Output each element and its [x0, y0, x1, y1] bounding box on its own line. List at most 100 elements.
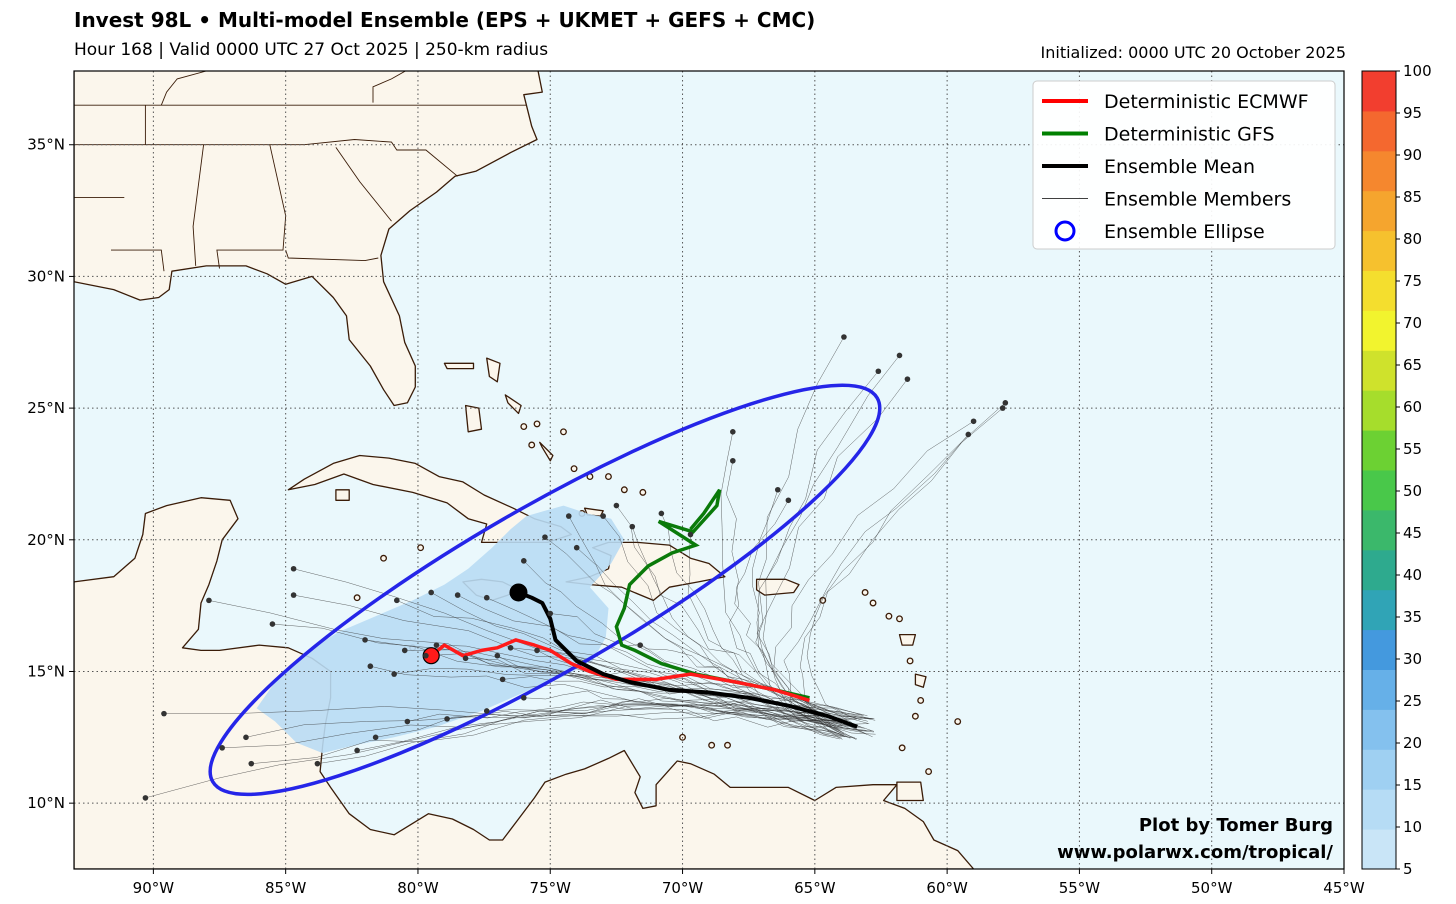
colorbar-tick-label: 15 [1403, 776, 1422, 794]
credit-line-1: Plot by Tomer Burg [1139, 815, 1333, 836]
lon-tick-label: 85°W [265, 879, 307, 897]
legend-ellipse-icon [1054, 220, 1076, 242]
colorbar-segment [1362, 509, 1396, 551]
member-endpoint-dot [507, 644, 514, 651]
small-island [520, 423, 528, 430]
probability-shading [256, 505, 625, 754]
colorbar-tick-label: 50 [1403, 482, 1422, 500]
legend-label: Ensemble Mean [1104, 156, 1255, 178]
member-endpoint-dot [161, 710, 167, 717]
land-central-south-america [74, 497, 975, 869]
lon-tick-label: 45°W [1323, 879, 1365, 897]
state-border [192, 144, 205, 266]
ensemble-member-track [720, 431, 850, 724]
ensemble-member-track [632, 526, 857, 727]
small-island [861, 589, 869, 596]
member-endpoint-dot [362, 637, 368, 643]
member-endpoint-dot [428, 589, 434, 596]
lat-tick-label: 30°N [27, 267, 65, 285]
colorbar-tick-label: 25 [1403, 692, 1422, 710]
member-endpoint-dot [454, 592, 461, 598]
member-endpoint-dot [248, 760, 255, 767]
member-endpoint-dot [841, 334, 847, 340]
chart-subtitle: Hour 168 | Valid 0000 UTC 27 Oct 2025 | … [74, 40, 549, 60]
member-endpoint-dot [774, 486, 781, 493]
member-endpoint-dot [314, 760, 321, 767]
ensemble-member-track [729, 500, 863, 716]
member-endpoint-dot [965, 431, 972, 438]
member-endpoint-dot [483, 708, 490, 714]
member-endpoint-dot [785, 497, 792, 504]
map-frame [73, 70, 1345, 870]
ensemble-member-track [544, 537, 875, 720]
state-border [372, 71, 407, 103]
land-trinidad [896, 781, 924, 802]
ensemble-mean-track [517, 590, 858, 729]
ensemble-member-track [222, 707, 867, 749]
lon-tick-label: 75°W [530, 879, 572, 897]
member-endpoint-dot [904, 376, 911, 382]
member-endpoint-dot [269, 621, 276, 627]
member-endpoint-dot [433, 642, 440, 648]
colorbar-tick-label: 45 [1403, 524, 1422, 542]
colorbar-tick-label: 80 [1403, 230, 1422, 248]
colorbar-tick-label: 40 [1403, 566, 1422, 584]
credit: Plot by Tomer Burg www.polarwx.com/tropi… [1057, 815, 1333, 863]
land-martinique [914, 673, 927, 688]
member-endpoint-dot [290, 565, 297, 572]
colorbar-segment [1362, 350, 1396, 391]
colorbar-segment [1362, 150, 1396, 192]
small-island [898, 744, 906, 752]
member-endpoint-dot [520, 695, 527, 701]
member-endpoint-dot [243, 734, 249, 741]
legend-label: Ensemble Ellipse [1104, 221, 1265, 243]
land-andros [464, 404, 483, 433]
small-island [954, 718, 962, 725]
colorbar-frame [1361, 70, 1397, 870]
colorbar-segment [1362, 230, 1396, 271]
colorbar-tick-label: 65 [1403, 356, 1422, 374]
colorbar-tick-label: 10 [1403, 818, 1422, 836]
colorbar-segment [1362, 270, 1396, 311]
colorbar-segment [1362, 789, 1396, 830]
small-island [560, 428, 567, 436]
colorbar-tick-label: 95 [1403, 104, 1422, 122]
land-eleuthera [504, 394, 522, 415]
lon-tick-label: 55°W [1059, 879, 1101, 897]
land-isle-of-youth [335, 489, 350, 501]
colorbar-tick-label: 20 [1403, 734, 1422, 752]
colorbar-segment [1362, 390, 1396, 431]
ensemble-mean-endpoint-marker [509, 583, 528, 602]
member-endpoint-dot [520, 558, 527, 564]
lat-tick-label: 15°N [27, 662, 65, 680]
member-endpoint-dot [687, 531, 694, 538]
small-island [906, 657, 914, 665]
colorbar-segment [1362, 71, 1396, 112]
small-island [885, 612, 893, 620]
small-island [869, 599, 877, 607]
small-island [380, 554, 388, 562]
ensemble-member-track [523, 690, 844, 736]
member-endpoint-dot [483, 594, 490, 601]
ensemble-member-track [357, 698, 844, 751]
small-island [925, 768, 933, 776]
colorbar-segment [1362, 829, 1396, 870]
colorbar-tick-label: 75 [1403, 272, 1422, 290]
credit-line-2: www.polarwx.com/tropical/ [1057, 842, 1333, 863]
colorbar-segment [1362, 190, 1396, 232]
member-endpoint-dot [999, 405, 1006, 411]
state-border [285, 249, 379, 262]
member-endpoint-dot [391, 671, 397, 677]
member-endpoint-dot [423, 652, 429, 659]
lat-tick-label: 10°N [27, 794, 65, 812]
legend-label: Deterministic ECMWF [1104, 91, 1309, 113]
small-island [896, 615, 903, 623]
colorbar-segment [1362, 110, 1396, 152]
member-endpoint-dot [393, 597, 400, 604]
land-long-island [539, 441, 554, 462]
land-abaco [486, 357, 501, 383]
lon-tick-label: 60°W [926, 879, 968, 897]
ensemble-member-track [364, 639, 844, 722]
legend-box [1032, 80, 1336, 250]
ensemble-member-track [502, 676, 843, 728]
